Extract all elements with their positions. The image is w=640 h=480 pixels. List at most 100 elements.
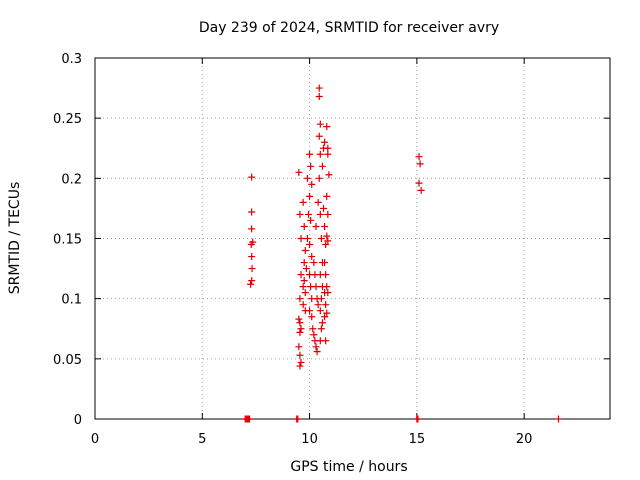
y-tick-label: 0.2 xyxy=(61,172,82,187)
data-point xyxy=(307,216,315,224)
data-point xyxy=(321,259,329,267)
data-point xyxy=(322,337,330,345)
data-point xyxy=(323,309,331,317)
plot-frame xyxy=(94,57,611,420)
data-point xyxy=(315,174,323,182)
data-point xyxy=(248,277,256,285)
data-point xyxy=(323,232,331,240)
data-point xyxy=(416,160,424,168)
data-point xyxy=(308,253,316,261)
data-point xyxy=(294,415,302,423)
data-point xyxy=(323,283,331,291)
data-point xyxy=(302,265,310,273)
data-point xyxy=(248,265,256,273)
data-point xyxy=(249,238,257,246)
chart-title: Day 239 of 2024, SRMTID for receiver avr… xyxy=(199,20,499,36)
data-point xyxy=(296,362,304,370)
data-point xyxy=(321,313,329,321)
x-tick-label: 15 xyxy=(409,432,426,447)
data-point xyxy=(299,283,307,291)
data-point xyxy=(316,210,324,218)
data-point xyxy=(299,198,307,206)
data-point xyxy=(322,241,330,249)
data-point xyxy=(324,150,332,158)
data-point xyxy=(321,138,329,146)
x-tick-label: 10 xyxy=(301,432,318,447)
data-point xyxy=(555,415,562,423)
y-tick-label: 0 xyxy=(74,413,82,428)
data-point xyxy=(324,237,332,245)
data-point xyxy=(300,259,308,267)
data-point xyxy=(246,415,253,423)
data-point xyxy=(310,331,318,339)
data-point xyxy=(248,253,256,261)
data-point xyxy=(312,283,320,291)
data-point xyxy=(303,174,311,182)
data-point xyxy=(295,315,303,323)
y-axis-label: SRMTID / TECUs xyxy=(7,182,23,295)
data-point xyxy=(417,186,425,194)
data-point xyxy=(295,168,303,176)
data-point xyxy=(306,192,314,200)
data-points xyxy=(241,84,562,423)
data-point xyxy=(316,307,324,315)
data-point xyxy=(318,319,326,327)
data-point xyxy=(299,301,307,309)
data-point xyxy=(324,144,332,152)
data-point xyxy=(306,241,314,249)
data-point xyxy=(323,192,331,200)
data-point xyxy=(324,289,332,297)
data-point xyxy=(322,271,330,279)
data-point xyxy=(309,325,317,333)
data-point xyxy=(296,328,304,336)
data-point xyxy=(322,301,330,309)
data-point xyxy=(321,222,329,230)
data-point xyxy=(300,277,308,285)
data-point xyxy=(305,210,313,218)
data-point xyxy=(315,132,323,140)
data-point xyxy=(296,295,304,303)
data-point xyxy=(301,247,309,255)
x-axis-label: GPS time / hours xyxy=(290,459,407,475)
data-point xyxy=(248,173,256,181)
data-point xyxy=(248,225,256,233)
data-point xyxy=(308,180,316,188)
data-point xyxy=(248,208,256,216)
x-tick-label: 5 xyxy=(198,432,206,447)
data-point xyxy=(312,343,320,351)
data-point xyxy=(415,179,423,187)
data-point xyxy=(323,123,331,131)
x-tick-label: 0 xyxy=(91,432,99,447)
data-point xyxy=(296,319,304,327)
data-point xyxy=(317,295,325,303)
data-point xyxy=(296,210,304,218)
y-tick-label: 0.1 xyxy=(61,293,82,308)
data-point xyxy=(297,325,305,333)
data-point xyxy=(303,235,311,242)
data-point xyxy=(296,351,304,359)
data-point xyxy=(301,289,309,297)
data-point xyxy=(297,358,305,366)
data-point xyxy=(315,84,323,92)
grid-layer xyxy=(95,58,610,419)
y-tick-label: 0.25 xyxy=(53,112,82,127)
data-point xyxy=(317,325,325,333)
y-tick-label: 0.15 xyxy=(53,233,82,248)
data-point xyxy=(318,162,326,170)
x-tick-label: 20 xyxy=(516,432,533,447)
data-point xyxy=(316,150,324,158)
data-point xyxy=(306,150,314,158)
data-point xyxy=(320,204,328,212)
y-tick-labels: 0 0.05 0.1 0.15 0.2 0.25 0.3 xyxy=(53,52,82,428)
data-point xyxy=(314,301,322,309)
data-point xyxy=(308,313,316,321)
data-point xyxy=(316,120,324,128)
data-point xyxy=(313,348,321,356)
y-tick-label: 0.05 xyxy=(53,353,82,368)
y-tick-label: 0.3 xyxy=(61,52,82,67)
data-point xyxy=(325,171,333,179)
data-point xyxy=(317,235,325,242)
data-point xyxy=(306,307,314,315)
